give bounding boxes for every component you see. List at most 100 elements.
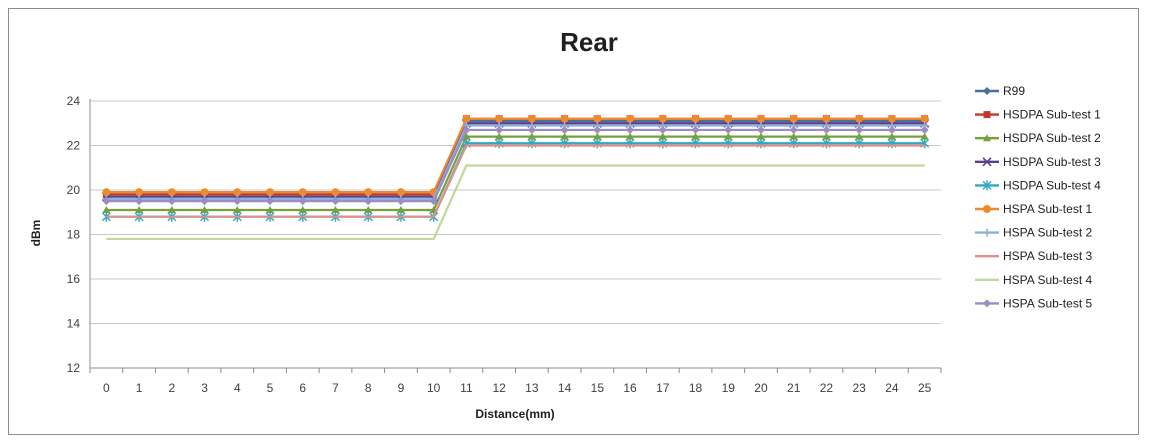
x-tick-label: 22 xyxy=(820,381,834,395)
legend-item: R99 xyxy=(975,84,1025,98)
y-tick-label: 24 xyxy=(67,94,81,108)
chart-title: Rear xyxy=(560,27,618,57)
series-2 xyxy=(102,115,929,198)
legend-label: HSDPA Sub-test 3 xyxy=(1003,155,1101,169)
data-point xyxy=(298,206,307,214)
data-point xyxy=(855,114,864,123)
data-point xyxy=(626,132,635,140)
data-point xyxy=(887,114,896,123)
y-tick-label: 16 xyxy=(67,272,81,286)
legend-label: HSPA Sub-test 2 xyxy=(1003,226,1092,240)
data-point xyxy=(887,125,896,134)
data-point xyxy=(462,114,471,123)
x-tick-label: 17 xyxy=(656,381,670,395)
data-point xyxy=(527,114,536,123)
legend-item: HSPA Sub-test 2 xyxy=(975,226,1092,240)
data-point xyxy=(724,114,733,123)
legend-label: HSPA Sub-test 3 xyxy=(1003,249,1092,263)
x-tick-label: 24 xyxy=(885,381,899,395)
x-tick-label: 19 xyxy=(722,381,736,395)
data-point xyxy=(626,125,635,134)
legend-marker xyxy=(983,87,991,95)
data-point xyxy=(789,132,798,140)
x-tick-label: 13 xyxy=(525,381,539,395)
x-tick-label: 18 xyxy=(689,381,703,395)
x-tick-label: 4 xyxy=(234,381,241,395)
data-point xyxy=(822,114,831,123)
data-point xyxy=(135,206,144,214)
data-point xyxy=(658,132,667,140)
legend-item: HSDPA Sub-test 1 xyxy=(975,108,1101,122)
data-point xyxy=(560,125,569,134)
data-point xyxy=(266,206,275,214)
series-line xyxy=(106,124,925,200)
data-point xyxy=(593,125,602,134)
x-tick-label: 14 xyxy=(558,381,572,395)
x-tick-label: 15 xyxy=(591,381,605,395)
data-point xyxy=(756,125,765,134)
y-tick-label: 20 xyxy=(67,183,81,197)
data-point xyxy=(135,188,144,197)
data-point xyxy=(658,125,667,134)
data-point xyxy=(658,114,667,123)
data-point xyxy=(266,188,275,197)
data-point xyxy=(920,132,929,140)
data-point xyxy=(724,125,733,134)
series-3 xyxy=(102,132,929,214)
y-axis-label: dBm xyxy=(29,220,43,247)
data-point xyxy=(200,206,209,214)
data-point xyxy=(855,132,864,140)
legend-label: HSDPA Sub-test 2 xyxy=(1003,131,1101,145)
data-point xyxy=(298,197,307,206)
data-point xyxy=(495,125,504,134)
data-point xyxy=(266,197,275,206)
data-point xyxy=(920,114,929,123)
series-line xyxy=(106,119,925,194)
legend-item: HSPA Sub-test 5 xyxy=(975,296,1092,310)
legend: R99 HSDPA Sub-test 1 HSDPA Sub-test 2 HSDPA… xyxy=(975,84,1101,310)
x-tick-label: 11 xyxy=(460,381,473,395)
legend-label: HSDPA Sub-test 1 xyxy=(1003,108,1101,122)
x-axis-label: Distance(mm) xyxy=(475,407,554,421)
data-point xyxy=(167,206,176,214)
data-point xyxy=(396,206,405,214)
x-tick-label: 0 xyxy=(103,381,110,395)
chart-area: Rear 12 14 16 18 20 22 24 0 1 2 3 4 5 6 7 8 9 10 11 12 13 14 1… xyxy=(8,8,1139,435)
legend-marker xyxy=(983,134,991,142)
data-point xyxy=(364,206,373,214)
y-tick-label: 22 xyxy=(67,139,81,153)
data-point xyxy=(789,125,798,134)
data-point xyxy=(560,132,569,140)
legend-marker xyxy=(983,299,991,308)
data-point xyxy=(495,114,504,123)
data-point xyxy=(200,197,209,206)
legend-item: HSPA Sub-test 4 xyxy=(975,273,1092,287)
series-9 xyxy=(106,164,925,241)
data-point xyxy=(200,188,209,197)
x-tick-label: 5 xyxy=(267,381,274,395)
data-point xyxy=(527,125,536,134)
legend-item: HSDPA Sub-test 2 xyxy=(975,131,1101,145)
data-point xyxy=(560,114,569,123)
series-line xyxy=(106,128,925,203)
data-point xyxy=(331,197,340,206)
series-line xyxy=(106,144,925,218)
x-tick-label: 8 xyxy=(365,381,372,395)
x-tick-label: 2 xyxy=(168,381,175,395)
series-line xyxy=(106,117,925,194)
data-point xyxy=(462,125,471,134)
legend-item: HSPA Sub-test 3 xyxy=(975,249,1092,263)
data-point xyxy=(396,197,405,206)
y-tick-label: 18 xyxy=(67,228,81,242)
x-tick-label: 9 xyxy=(398,381,405,395)
legend-item: HSDPA Sub-test 4 xyxy=(975,178,1101,192)
x-tick-label: 6 xyxy=(299,381,306,395)
data-point xyxy=(364,197,373,206)
series-8 xyxy=(106,144,925,218)
data-point xyxy=(429,197,438,206)
data-point xyxy=(167,188,176,197)
legend-marker xyxy=(982,180,992,191)
gridlines xyxy=(90,100,941,369)
data-point xyxy=(331,188,340,197)
